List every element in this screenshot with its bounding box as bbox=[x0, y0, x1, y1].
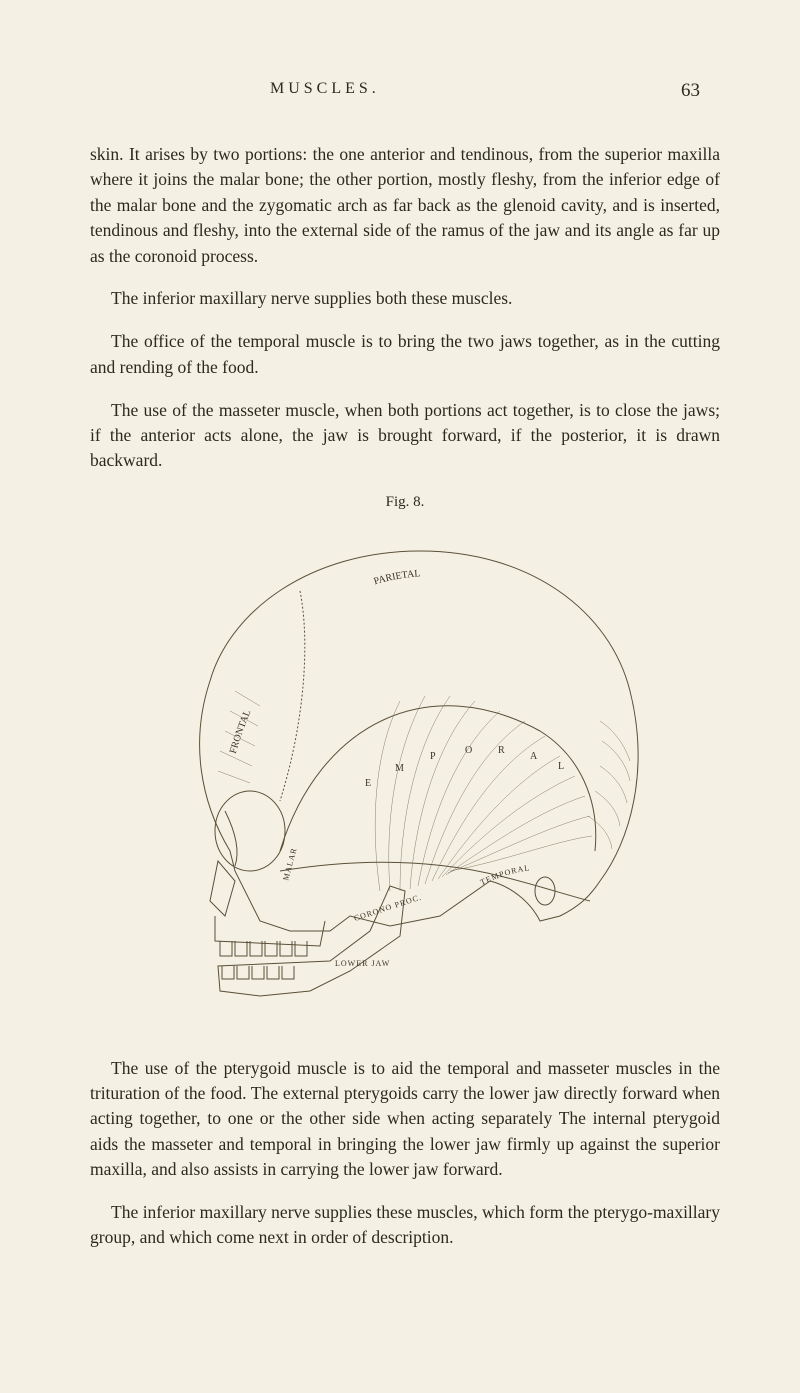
cranium-outline bbox=[200, 551, 638, 931]
page-number: 63 bbox=[681, 80, 700, 102]
skull-figure: PARIETAL FRONTAL TEMPORAL MALAR CORONO P… bbox=[140, 521, 670, 1021]
letter-p: P bbox=[430, 751, 436, 762]
orbit-detail bbox=[225, 811, 237, 866]
paragraph-4: The use of the masseter muscle, when bot… bbox=[90, 398, 720, 474]
paragraph-2: The inferior maxillary nerve supplies bo… bbox=[90, 286, 720, 311]
label-temporal: TEMPORAL bbox=[479, 863, 531, 887]
figure-wrap: PARIETAL FRONTAL TEMPORAL MALAR CORONO P… bbox=[90, 521, 720, 1026]
letter-r: R bbox=[498, 745, 505, 756]
paragraph-5: The use of the pterygoid muscle is to ai… bbox=[90, 1056, 720, 1183]
letter-e: E bbox=[365, 778, 371, 789]
paragraph-6: The inferior maxillary nerve supplies th… bbox=[90, 1200, 720, 1251]
label-lowerjaw: LOWER JAW bbox=[335, 959, 390, 968]
letter-o: O bbox=[465, 745, 472, 756]
figure-caption: Fig. 8. bbox=[90, 494, 720, 511]
letter-m: M bbox=[395, 763, 404, 774]
temporal-hatching bbox=[375, 696, 592, 891]
lower-teeth bbox=[222, 966, 294, 979]
paragraph-3: The office of the temporal muscle is to … bbox=[90, 329, 720, 380]
label-corono: CORONO PROC. bbox=[353, 892, 423, 922]
zygomatic-arch bbox=[280, 862, 590, 901]
label-frontal: FRONTAL bbox=[228, 708, 254, 755]
occipital-hatching bbox=[588, 721, 630, 849]
header-title: MUSCLES. bbox=[270, 80, 380, 102]
letter-a: A bbox=[530, 751, 538, 762]
orbit bbox=[215, 791, 285, 871]
page-header: MUSCLES. 63 bbox=[90, 80, 720, 102]
nasal bbox=[210, 861, 235, 916]
letter-l: L bbox=[558, 761, 564, 772]
page-container: MUSCLES. 63 skin. It arises by two porti… bbox=[0, 0, 800, 1321]
paragraph-1: skin. It arises by two portions: the one… bbox=[90, 142, 720, 269]
label-parietal: PARIETAL bbox=[373, 568, 421, 587]
temporal-suture bbox=[280, 705, 596, 850]
auditory-meatus bbox=[535, 877, 555, 905]
coronal-suture bbox=[280, 591, 305, 801]
label-malar: MALAR bbox=[281, 846, 298, 881]
